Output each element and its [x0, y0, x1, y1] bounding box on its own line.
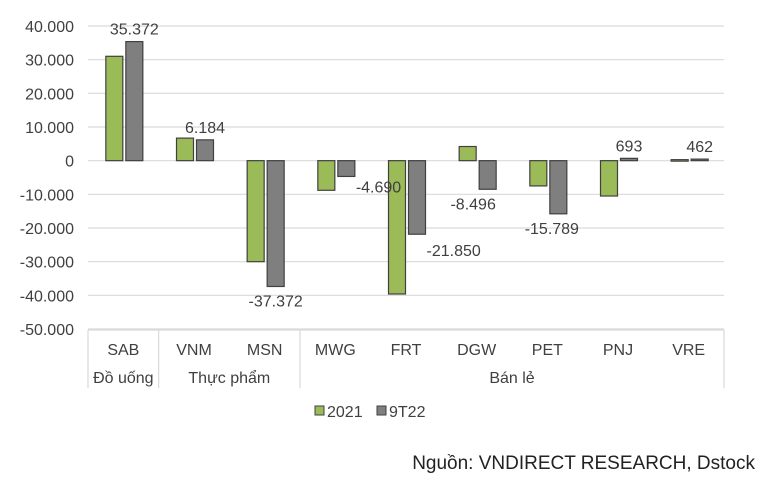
y-tick-label: -40.000: [20, 288, 74, 305]
x-tick-label: DGW: [457, 342, 497, 359]
bar-2021-PET: [529, 160, 548, 187]
data-label: -15.789: [525, 221, 579, 238]
bar-9T22-DGW: [478, 160, 497, 190]
x-tick-label: FRT: [391, 342, 422, 359]
x-tick-label: PNJ: [603, 342, 633, 359]
legend-swatch-2021: [314, 405, 325, 416]
data-label: 693: [616, 138, 643, 155]
bar-2021-SAB: [105, 55, 124, 162]
bar-2021-MWG: [317, 160, 336, 191]
bar-9T22-VNM: [195, 139, 215, 162]
group-label: Đồ uống: [93, 370, 154, 387]
bar-2021-VRE: [670, 159, 689, 162]
data-label: 462: [686, 139, 713, 156]
bar-2021-FRT: [387, 160, 407, 295]
x-tick-label: PET: [532, 342, 563, 359]
x-tick-label: VNM: [176, 342, 212, 359]
bar-2021-PNJ: [599, 160, 619, 197]
y-tick-label: -20.000: [20, 221, 74, 238]
data-labels: 35.372 6.184 -37.372 -4.690 -21.850 -8.496 -15…: [110, 22, 713, 311]
data-label: 35.372: [110, 22, 159, 39]
y-tick-label: 40.000: [25, 19, 74, 36]
x-tick-label: MSN: [247, 342, 283, 359]
y-tick-label: 0: [65, 154, 74, 171]
bar-9T22-MSN: [266, 160, 285, 288]
x-tick-label: VRE: [672, 342, 705, 359]
legend-label: 2021: [327, 404, 363, 421]
y-tick-label: 30.000: [25, 53, 74, 70]
bar-9T22-VRE: [690, 158, 709, 162]
bar-2021-VNM: [175, 137, 195, 162]
source-note: Nguồn: VNDIRECT RESEARCH, Dstock: [412, 453, 755, 474]
group-label: Bán lẻ: [489, 370, 534, 387]
data-label: -8.496: [450, 196, 495, 213]
bar-9T22-PET: [549, 160, 568, 215]
y-tick-label: -30.000: [20, 255, 74, 272]
data-label: 6.184: [185, 120, 225, 137]
bar-9T22-SAB: [125, 40, 144, 162]
y-tick-label: -10.000: [20, 187, 74, 204]
x-tick-label: SAB: [107, 342, 139, 359]
y-tick-label: 10.000: [25, 120, 74, 137]
data-label: -21.850: [427, 243, 481, 260]
data-label: -37.372: [249, 293, 303, 310]
bar-2021-MSN: [246, 160, 265, 263]
legend: 2021 9T22: [314, 404, 426, 421]
y-axis: 40.000 30.000 20.000 10.000 0 -10.000 -20.000 -…: [20, 19, 74, 339]
bar-9T22-FRT: [407, 160, 427, 235]
bars: [105, 40, 709, 295]
bar-9T22-MWG: [337, 160, 356, 178]
x-tick-label: MWG: [315, 342, 356, 359]
bar-9T22-PNJ: [619, 157, 639, 162]
data-label: -4.690: [356, 179, 401, 196]
y-tick-label: -50.000: [20, 322, 74, 339]
group-label: Thực phẩm: [188, 369, 270, 387]
y-tick-label: 20.000: [25, 86, 74, 103]
legend-swatch-9T22: [376, 405, 387, 416]
x-axis: SAB VNM MSN MWG FRT DGW PET PNJ VRE Đồ uống Thực p…: [87, 329, 725, 388]
bar-2021-DGW: [458, 145, 477, 162]
legend-label: 9T22: [389, 404, 426, 421]
